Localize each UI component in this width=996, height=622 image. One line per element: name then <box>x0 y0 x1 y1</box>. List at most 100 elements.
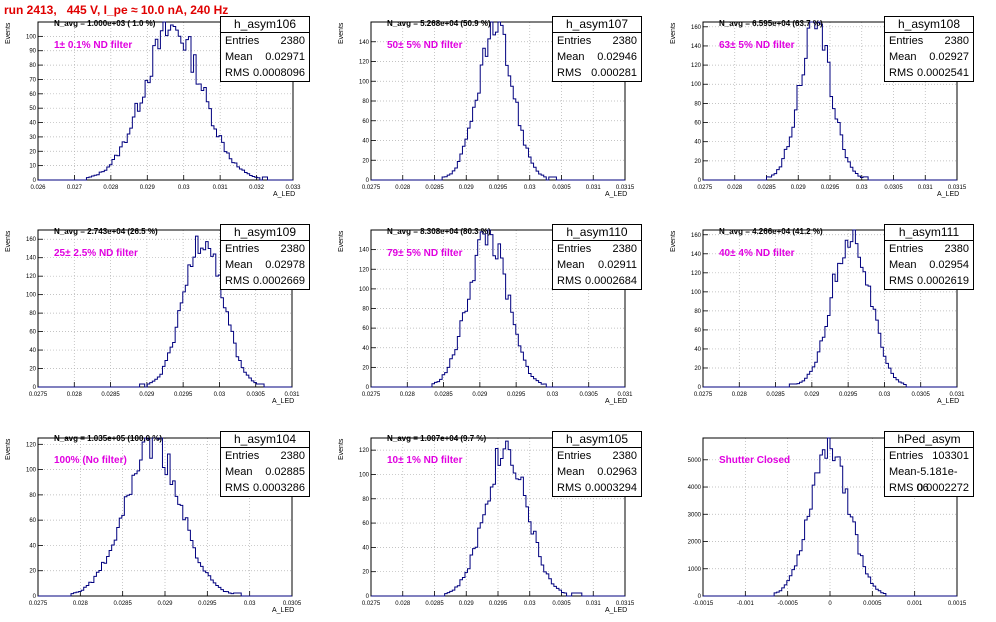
y-tick-label: 160 <box>691 25 702 31</box>
y-tick-label: 20 <box>694 159 701 165</box>
x-tick-label: 0.0285 <box>425 601 444 607</box>
stats-value: 0.0002619 <box>917 275 969 287</box>
y-tick-label: 60 <box>694 121 701 127</box>
y-tick-label: 80 <box>362 497 369 503</box>
stats-value: 0.02911 <box>598 259 637 271</box>
y-tick-label: 60 <box>29 92 36 98</box>
stats-value: 0.0008096 <box>253 67 305 79</box>
y-tick-label: 70 <box>29 77 36 83</box>
histogram-name: hPed_asym <box>885 432 973 448</box>
x-tick-label: 0.029 <box>139 392 155 398</box>
y-tick-label: 100 <box>359 79 370 85</box>
n-avg-label: N_avg = 2.743e+04 (26.5 %) <box>54 227 158 236</box>
y-tick-label: 20 <box>29 149 36 155</box>
x-tick-label: 0.0315 <box>616 601 635 607</box>
y-tick-label: 20 <box>29 569 36 575</box>
y-tick-label: 60 <box>362 326 369 332</box>
y-tick-label: 40 <box>362 139 369 145</box>
x-tick-label: 0.0295 <box>507 392 526 398</box>
stats-value: -5.181e-06 <box>916 466 958 494</box>
histogram-curve <box>371 21 625 181</box>
x-tick-label: 0.029 <box>459 185 475 191</box>
x-axis-label: A_LED <box>937 191 960 198</box>
stats-box: h_asym111 Entries 2380 Mean 0.02954 RMS 0.0002… <box>884 224 974 290</box>
x-tick-label: 0.028 <box>395 601 411 607</box>
x-tick-label: 0.028 <box>727 185 743 191</box>
stats-key: Entries <box>557 243 592 255</box>
stats-value: 2380 <box>944 243 969 255</box>
x-tick-label: 0.029 <box>791 185 807 191</box>
plot-frame <box>37 229 293 388</box>
stats-row-entries: Entries 2380 <box>221 448 309 464</box>
histogram-name: h_asym107 <box>553 17 641 33</box>
stats-key: RMS <box>557 482 582 494</box>
stats-row-mean: Mean 0.02946 <box>553 49 641 65</box>
y-tick-label: 20 <box>362 570 369 576</box>
x-tick-label: 0.032 <box>249 185 265 191</box>
x-tick-label: 0.03 <box>524 185 536 191</box>
stats-key: Mean <box>225 466 253 478</box>
y-tick-label: 100 <box>691 82 702 88</box>
n-avg-label: N_avg = 5.268e+04 (50.9 %) <box>387 19 491 28</box>
stats-key: Mean <box>557 259 585 271</box>
x-tick-label: 0.028 <box>732 392 748 398</box>
run-title: run 2413, 445 V, I_pe ≈ 10.0 nA, 240 Hz <box>4 3 229 17</box>
x-tick-label: 0.0305 <box>884 185 903 191</box>
y-tick-label: 100 <box>26 34 37 40</box>
x-tick-label: 0.0305 <box>552 185 571 191</box>
y-tick-label: 80 <box>362 99 369 105</box>
x-tick-label: 0.0315 <box>616 185 635 191</box>
plot-frame <box>702 21 958 181</box>
y-tick-label: 0 <box>33 385 37 391</box>
histogram-curve <box>38 437 292 597</box>
stats-value: 0.0002669 <box>253 275 305 287</box>
x-tick-label: 0.027 <box>67 185 83 191</box>
y-tick-label: 60 <box>362 119 369 125</box>
x-tick-label: 0.0305 <box>247 392 266 398</box>
x-axis-label: A_LED <box>937 398 960 405</box>
x-tick-label: 0.0305 <box>580 392 599 398</box>
y-tick-label: 160 <box>26 237 37 243</box>
histogram-name: h_asym109 <box>221 225 309 241</box>
x-tick-label: 0.0275 <box>29 392 48 398</box>
stats-key: Mean <box>225 51 253 63</box>
stats-value: 0.0002541 <box>917 67 969 79</box>
stats-row-entries: Entries 2380 <box>885 241 973 257</box>
stats-key: RMS <box>225 482 250 494</box>
stats-value: 0.02963 <box>597 466 637 478</box>
plot-frame <box>37 437 293 597</box>
y-tick-label: 40 <box>694 140 701 146</box>
y-tick-label: 40 <box>29 121 36 127</box>
y-tick-label: 5000 <box>688 458 702 464</box>
stats-value: 0.0002272 <box>917 482 969 494</box>
filter-label: Shutter Closed <box>719 455 791 466</box>
stats-row-rms: RMS 0.0002541 <box>885 65 973 81</box>
x-tick-label: 0.031 <box>949 392 965 398</box>
stats-key: Entries <box>225 243 260 255</box>
x-tick-label: 0.0285 <box>113 601 132 607</box>
y-tick-label: 140 <box>359 248 370 254</box>
x-tick-label: 0.0315 <box>948 185 967 191</box>
stats-key: Mean <box>889 259 917 271</box>
n-avg-label: N_avg = 4.266e+04 (41.2 %) <box>719 227 823 236</box>
y-tick-label: 0 <box>698 385 702 391</box>
x-tick-label: 0.03 <box>244 601 256 607</box>
x-tick-label: 0.0295 <box>489 185 508 191</box>
n-avg-label: N_avg = 1.000e+03 ( 1.0 %) <box>54 19 156 28</box>
y-tick-label: 60 <box>694 328 701 334</box>
plot-frame <box>370 229 626 388</box>
histogram-name: h_asym110 <box>553 225 641 241</box>
x-tick-label: 0.03 <box>178 185 190 191</box>
x-tick-label: 0.028 <box>400 392 416 398</box>
stats-row-rms: RMS 0.0002669 <box>221 273 309 289</box>
stats-key: RMS <box>225 275 250 287</box>
x-tick-label: 0.031 <box>586 601 602 607</box>
y-tick-label: 60 <box>29 330 36 336</box>
stats-box: h_asym106 Entries 2380 Mean 0.02971 RMS 0.0008… <box>220 16 310 82</box>
stats-row-entries: Entries 2380 <box>221 33 309 49</box>
y-tick-label: 40 <box>362 346 369 352</box>
stats-value: 0.02885 <box>265 466 305 478</box>
y-tick-label: 80 <box>694 101 701 107</box>
